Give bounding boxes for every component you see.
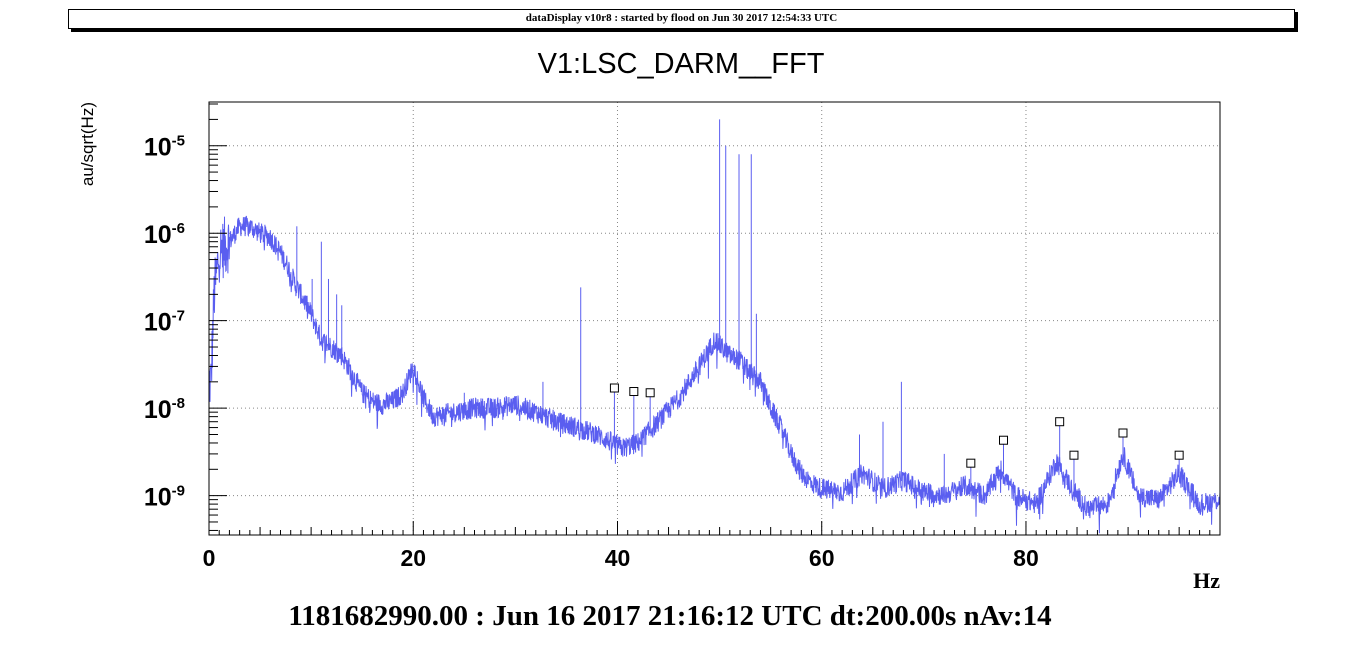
acquisition-info: 1181682990.00 : Jun 16 2017 21:16:12 UTC… <box>288 600 1052 632</box>
peak-marker <box>645 388 655 398</box>
x-axis-label: Hz <box>1193 568 1220 593</box>
plot-frame <box>208 101 1221 536</box>
peak-marker <box>966 458 976 468</box>
x-axis-ticks: 0 20 40 60 80 <box>203 521 1221 571</box>
peak-marker <box>1118 428 1128 438</box>
peak-marker <box>609 383 619 393</box>
spectral-lines <box>296 119 1180 496</box>
peak-marker <box>1069 450 1079 460</box>
peak-marker <box>1174 450 1184 460</box>
header-banner: dataDisplay v10r8 : started by flood on … <box>68 9 1295 29</box>
x-tick-label: 80 <box>1013 545 1039 571</box>
y-tick-label: 10-5 <box>144 133 185 162</box>
y-axis-ticks: 10-5 10-6 10-7 10-8 10-9 <box>144 103 227 531</box>
grid-lines <box>209 102 1220 535</box>
header-banner-text: dataDisplay v10r8 : started by flood on … <box>525 12 838 24</box>
peak-marker <box>629 387 639 397</box>
spectrum-series-line <box>208 215 1221 534</box>
peak-marker <box>1055 417 1065 427</box>
spectrum-chart: 0 20 40 60 80 10-5 10-6 10-7 10-8 10-9 Hz au/sqr… <box>78 101 1221 593</box>
x-tick-label: 60 <box>809 545 835 571</box>
peak-marker <box>999 435 1009 445</box>
x-tick-label: 0 <box>203 545 216 571</box>
y-tick-label: 10-7 <box>144 308 185 337</box>
x-tick-label: 40 <box>605 545 631 571</box>
y-axis-label: au/sqrt(Hz) <box>78 102 97 186</box>
plot-title: V1:LSC_DARM__FFT <box>537 48 825 80</box>
y-tick-label: 10-6 <box>144 220 185 249</box>
x-tick-label: 20 <box>400 545 426 571</box>
y-tick-label: 10-9 <box>144 483 185 512</box>
peak-markers <box>609 383 1184 468</box>
y-tick-label: 10-8 <box>144 395 185 424</box>
